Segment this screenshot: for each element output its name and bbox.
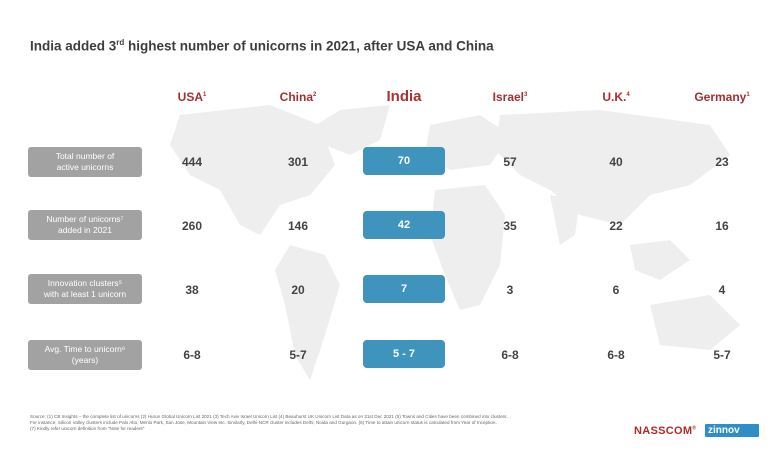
table-cell: 301 xyxy=(287,155,309,169)
nasscom-logo-text: NASSCOM xyxy=(634,425,693,437)
column-header-uk: U.K.4 xyxy=(566,90,666,104)
title-superscript: rd xyxy=(116,38,125,47)
india-value-box: 42 xyxy=(363,211,445,239)
column-header-china: China2 xyxy=(248,90,348,104)
source-footnote: Source: (1) CB Insights – the complete l… xyxy=(30,414,590,433)
row-label-total-unicorns: Total number of active unicorns xyxy=(28,147,142,177)
column-name: China xyxy=(279,90,313,104)
registered-mark: ® xyxy=(692,425,697,432)
table-cell: 6 xyxy=(612,283,620,297)
table-cell: 5-7 xyxy=(289,348,307,362)
table-cell: 35 xyxy=(503,219,517,233)
table-cell: 3 xyxy=(506,283,514,297)
table-cell: 6-8 xyxy=(501,348,519,362)
world-map-background xyxy=(170,105,740,380)
column-footnote-mark: 1 xyxy=(746,92,750,98)
table-cell: 57 xyxy=(503,155,517,169)
table-cell: 38 xyxy=(185,283,199,297)
column-header-india: India xyxy=(354,88,454,105)
column-name: India xyxy=(386,88,422,105)
row-label-line: Number of unicorns⁷ xyxy=(46,214,124,224)
india-value-box: 5 - 7 xyxy=(363,340,445,368)
column-header-germany: Germany1 xyxy=(672,90,772,104)
row-label-line: (years) xyxy=(71,355,99,365)
zinnov-logo-text: zinnov xyxy=(708,425,740,436)
footnote-line: Source: (1) CB Insights – the complete l… xyxy=(30,414,508,419)
title-suffix: highest number of unicorns in 2021, afte… xyxy=(124,38,494,54)
table-cell: 5-7 xyxy=(713,348,731,362)
row-label-line: active unicorns xyxy=(56,162,114,172)
footnote-line: (7) Kindly refer unicorn definition from… xyxy=(30,426,145,432)
column-header-israel: Israel3 xyxy=(460,90,560,104)
table-cell: 16 xyxy=(715,219,729,233)
row-label-line: Innovation clusters⁵ xyxy=(47,278,123,288)
column-name: USA xyxy=(177,90,203,104)
row-label-unicorns-added: Number of unicorns⁷ added in 2021 xyxy=(28,210,142,240)
column-name: U.K. xyxy=(602,90,627,104)
row-label-avg-time: Avg. Time to unicorn⁶ (years) xyxy=(28,340,142,370)
table-cell: 4 xyxy=(718,283,726,297)
column-header-usa: USA1 xyxy=(142,90,242,104)
row-label-innovation-clusters: Innovation clusters⁵ with at least 1 unic… xyxy=(28,274,142,304)
table-cell: 22 xyxy=(609,219,623,233)
page-title: India added 3rd highest number of unicor… xyxy=(30,38,494,54)
table-cell: 20 xyxy=(291,283,305,297)
table-cell: 444 xyxy=(181,155,203,169)
india-value-box: 70 xyxy=(363,147,445,175)
title-prefix: India added 3 xyxy=(30,38,117,54)
row-label-line: added in 2021 xyxy=(58,225,112,235)
nasscom-logo: NASSCOM® xyxy=(634,425,696,437)
row-label-line: Avg. Time to unicorn⁶ xyxy=(44,344,126,354)
column-footnote-mark: 1 xyxy=(203,92,207,98)
table-cell: 146 xyxy=(287,219,309,233)
row-label-line: Total number of xyxy=(55,151,115,161)
column-name: Germany xyxy=(694,90,747,104)
footnote-line: For instance, Silicon Valley clusters in… xyxy=(30,420,497,426)
table-cell: 23 xyxy=(715,155,729,169)
india-value-box: 7 xyxy=(363,275,445,303)
column-footnote-mark: 2 xyxy=(313,92,317,98)
table-cell: 6-8 xyxy=(183,348,201,362)
zinnov-logo: zinnov xyxy=(705,424,759,437)
column-footnote-mark: 3 xyxy=(524,92,528,98)
table-cell: 6-8 xyxy=(607,348,625,362)
column-name: Israel xyxy=(492,90,524,104)
column-footnote-mark: 4 xyxy=(626,92,630,98)
row-label-line: with at least 1 unicorn xyxy=(43,289,127,299)
table-cell: 40 xyxy=(609,155,623,169)
table-cell: 260 xyxy=(181,219,203,233)
